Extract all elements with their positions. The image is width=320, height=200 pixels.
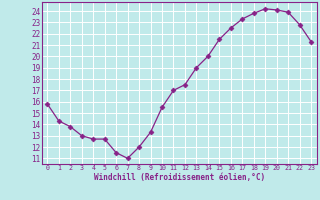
X-axis label: Windchill (Refroidissement éolien,°C): Windchill (Refroidissement éolien,°C) — [94, 173, 265, 182]
